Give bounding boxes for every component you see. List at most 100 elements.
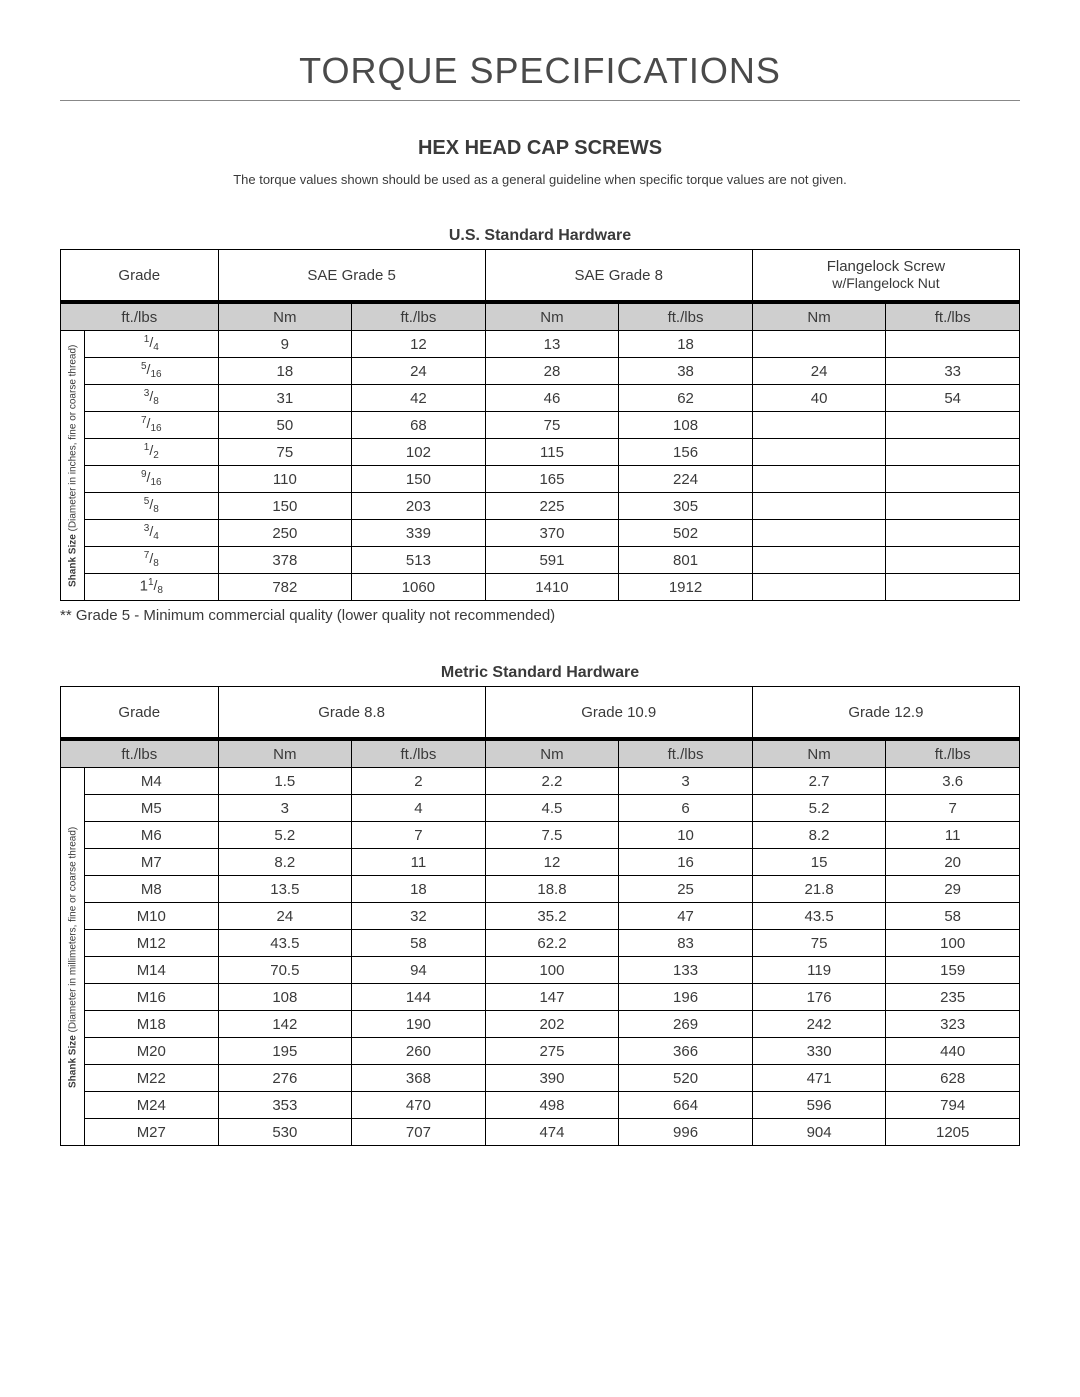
cell: 62 [619,385,753,412]
cell: 502 [619,520,753,547]
cell: 1912 [619,574,753,601]
cell: 46 [485,385,619,412]
cell: 250 [218,520,352,547]
cell: 47 [619,903,753,930]
cell: 133 [619,957,753,984]
cell: 58 [886,903,1020,930]
cell: 31 [218,385,352,412]
guideline-note: The torque values shown should be used a… [60,172,1020,187]
table-row: M1243.55862.28375100 [61,930,1020,957]
shank-size: 1/2 [85,439,219,466]
table-row: 3/8314246624054 [61,385,1020,412]
cell: 530 [218,1119,352,1146]
cell: 664 [619,1092,753,1119]
shank-size: M5 [85,795,219,822]
cell: 513 [352,547,486,574]
shank-size: M14 [85,957,219,984]
table-row: M78.21112161520 [61,849,1020,876]
cell: 75 [752,930,886,957]
cell: 4 [352,795,486,822]
shank-size: 5/16 [85,358,219,385]
cell: 6 [619,795,753,822]
cell: 108 [619,412,753,439]
us-header-flange: Flangelock Screw w/Flangelock Nut [752,250,1019,302]
us-table-title: U.S. Standard Hardware [60,227,1020,245]
cell: 28 [485,358,619,385]
cell: 40 [752,385,886,412]
table-row: M22276368390520471628 [61,1065,1020,1092]
table-row: 3/4250339370502 [61,520,1020,547]
cell: 474 [485,1119,619,1146]
table-row: M18142190202269242323 [61,1011,1020,1038]
table-row: 7/16506875108 [61,412,1020,439]
cell: 7.5 [485,822,619,849]
cell: 18.8 [485,876,619,903]
cell: 75 [218,439,352,466]
cell: 470 [352,1092,486,1119]
cell [752,547,886,574]
shank-size: 7/16 [85,412,219,439]
cell: 269 [619,1011,753,1038]
cell: 242 [752,1011,886,1038]
table-row: M24353470498664596794 [61,1092,1020,1119]
cell: 7 [352,822,486,849]
cell: 591 [485,547,619,574]
cell: 24 [352,358,486,385]
shank-size: M12 [85,930,219,957]
cell: 43.5 [752,903,886,930]
cell: 24 [752,358,886,385]
cell: 368 [352,1065,486,1092]
cell: 12 [485,849,619,876]
cell: 1205 [886,1119,1020,1146]
us-unit-nm: Nm [485,304,619,331]
cell: 370 [485,520,619,547]
cell: 202 [485,1011,619,1038]
us-unit-nm: Nm [752,304,886,331]
cell: 70.5 [218,957,352,984]
cell: 794 [886,1092,1020,1119]
cell: 8.2 [218,849,352,876]
cell: 83 [619,930,753,957]
us-table: Grade SAE Grade 5 SAE Grade 8 Flangelock… [60,249,1020,601]
table-row: 1/275102115156 [61,439,1020,466]
cell: 21.8 [752,876,886,903]
shank-size: M4 [85,768,219,795]
shank-size: M20 [85,1038,219,1065]
table-row: 5/8150203225305 [61,493,1020,520]
cell: 801 [619,547,753,574]
cell: 3.6 [886,768,1020,795]
us-unit-ftlb: ft./lbs [352,304,486,331]
table-row: M1470.594100133119159 [61,957,1020,984]
table-row: 9/16110150165224 [61,466,1020,493]
metric-unit-nm: Nm [752,741,886,768]
cell: 119 [752,957,886,984]
cell: 520 [619,1065,753,1092]
shank-size: M10 [85,903,219,930]
cell: 50 [218,412,352,439]
cell: 62.2 [485,930,619,957]
subtitle: HEX HEAD CAP SCREWS [60,137,1020,160]
metric-header-g109: Grade 10.9 [485,687,752,739]
us-shank-size-label: Shank Size (Diameter in inches, fine or … [61,331,85,601]
shank-size: 1/4 [85,331,219,358]
cell: 11 [352,849,486,876]
cell: 156 [619,439,753,466]
us-header-grade: Grade [61,250,219,302]
table-row: M16108144147196176235 [61,984,1020,1011]
title-divider [60,100,1020,101]
cell: 100 [886,930,1020,957]
cell [752,412,886,439]
cell [886,520,1020,547]
cell: 142 [218,1011,352,1038]
table-row: M5344.565.27 [61,795,1020,822]
cell: 1.5 [218,768,352,795]
shank-size: 7/8 [85,547,219,574]
cell: 13 [485,331,619,358]
cell [886,574,1020,601]
cell: 43.5 [218,930,352,957]
cell: 33 [886,358,1020,385]
metric-header-g129: Grade 12.9 [752,687,1019,739]
cell: 8.2 [752,822,886,849]
cell: 196 [619,984,753,1011]
cell: 353 [218,1092,352,1119]
